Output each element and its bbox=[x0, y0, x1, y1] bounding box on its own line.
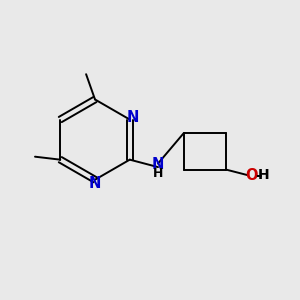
Text: N: N bbox=[152, 157, 164, 172]
Text: O: O bbox=[246, 167, 258, 182]
Text: N: N bbox=[89, 176, 101, 191]
Text: H: H bbox=[153, 167, 163, 180]
Text: N: N bbox=[127, 110, 139, 125]
Text: H: H bbox=[257, 168, 269, 182]
Text: -: - bbox=[255, 168, 262, 183]
